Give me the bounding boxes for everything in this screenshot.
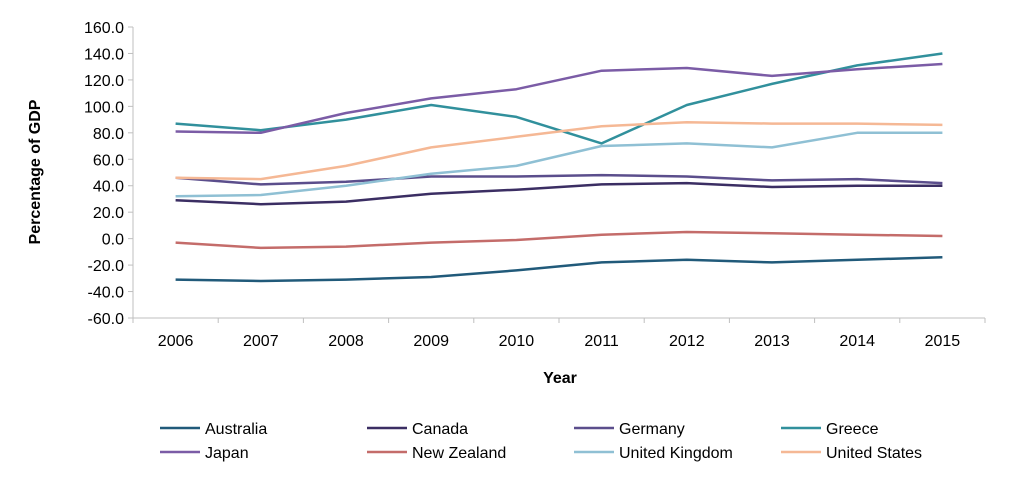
y-tick-label: 20.0 bbox=[93, 205, 124, 222]
y-tick-label: 100.0 bbox=[84, 99, 124, 116]
legend-label: United Kingdom bbox=[619, 445, 733, 462]
series-line-germany bbox=[175, 173, 943, 186]
legend-item-japan: Japan bbox=[160, 445, 249, 462]
legend-label: New Zealand bbox=[412, 445, 506, 462]
y-tick-label: 80.0 bbox=[93, 126, 124, 143]
series-line-new-zealand bbox=[175, 230, 943, 250]
series-line-greece bbox=[175, 52, 943, 145]
legend-label: Canada bbox=[412, 421, 468, 438]
y-tick-label: -60.0 bbox=[88, 311, 125, 328]
legend-item-united-kingdom: United Kingdom bbox=[574, 445, 733, 462]
x-tick-label: 2010 bbox=[499, 333, 535, 350]
series-line-australia bbox=[175, 255, 943, 283]
x-tick-label: 2012 bbox=[669, 333, 705, 350]
x-axis: 2006 2007 2008 2009 2010 2011 2012 2013 2014 2015 bbox=[132, 317, 986, 350]
x-tick-label: 2007 bbox=[243, 333, 279, 350]
x-axis-title: Year bbox=[543, 370, 577, 387]
x-tick-label: 2013 bbox=[754, 333, 790, 350]
x-tick-label: 2014 bbox=[839, 333, 875, 350]
legend-item-germany: Germany bbox=[574, 421, 685, 438]
y-tick-label: 160.0 bbox=[84, 20, 124, 37]
y-tick-label: 120.0 bbox=[84, 73, 124, 90]
x-tick-label: 2011 bbox=[584, 333, 619, 350]
legend-item-united-states: United States bbox=[781, 445, 922, 462]
legend-label: Germany bbox=[619, 421, 685, 438]
x-tick-label: 2006 bbox=[158, 333, 194, 350]
series-line-canada bbox=[175, 181, 943, 206]
y-tick-label: 40.0 bbox=[93, 179, 124, 196]
legend-item-australia: Australia bbox=[160, 421, 267, 438]
legend: Australia Canada Germany Greece Japan New Zea… bbox=[160, 421, 922, 462]
legend-label: Australia bbox=[205, 421, 267, 438]
x-tick-label: 2008 bbox=[328, 333, 364, 350]
legend-item-greece: Greece bbox=[781, 421, 879, 438]
y-tick-label: 140.0 bbox=[84, 46, 124, 63]
legend-label: United States bbox=[826, 445, 922, 462]
y-tick-label: -20.0 bbox=[88, 258, 125, 275]
legend-label: Japan bbox=[205, 445, 249, 462]
y-axis-title: Percentage of GDP bbox=[27, 99, 44, 244]
legend-label: Greece bbox=[826, 421, 879, 438]
legend-item-new-zealand: New Zealand bbox=[367, 445, 506, 462]
y-tick-label: 0.0 bbox=[102, 232, 124, 249]
y-tick-label: 60.0 bbox=[93, 152, 124, 169]
series-lines bbox=[175, 52, 943, 283]
y-tick-label: -40.0 bbox=[88, 285, 125, 302]
series-line-united-kingdom bbox=[175, 131, 943, 198]
y-axis: -60.0 -40.0 -20.0 0.0 20.0 40.0 60.0 80.0 100.0 1… bbox=[84, 20, 134, 328]
series-line-united-states bbox=[175, 120, 943, 181]
x-tick-label: 2009 bbox=[413, 333, 449, 350]
series-line-japan bbox=[175, 62, 943, 135]
x-tick-label: 2015 bbox=[925, 333, 961, 350]
legend-item-canada: Canada bbox=[367, 421, 468, 438]
